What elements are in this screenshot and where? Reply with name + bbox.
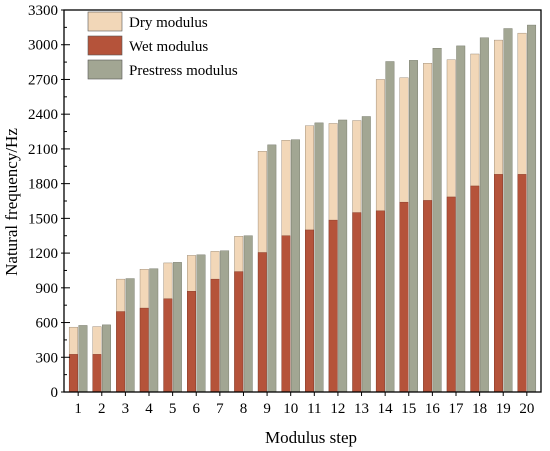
bar-wet-modulus	[470, 185, 480, 393]
legend-label: Dry modulus	[129, 15, 208, 31]
x-tick-label: 6	[192, 401, 200, 417]
bar-prestress-modulus	[409, 60, 418, 393]
bar-prestress-modulus	[220, 250, 230, 393]
bar-wet-modulus	[187, 291, 196, 393]
y-tick-label: 2400	[28, 107, 58, 123]
x-tick-label: 19	[496, 401, 511, 417]
bar-wet-modulus	[305, 229, 315, 393]
bar-wet-modulus	[494, 174, 503, 393]
bars-layer	[68, 24, 537, 393]
x-tick-label: 7	[216, 401, 224, 417]
y-tick-label: 300	[36, 350, 59, 366]
bar-wet-modulus	[163, 298, 173, 393]
x-tick-label: 8	[240, 401, 248, 417]
y-tick-label: 2100	[28, 142, 58, 158]
axes-layer: 0300600900120015001800210024002700300033…	[28, 3, 542, 417]
bar-prestress-modulus	[267, 144, 277, 393]
bar-wet-modulus	[375, 210, 385, 393]
x-tick-label: 13	[354, 401, 369, 417]
bar-wet-modulus	[68, 354, 78, 393]
bar-prestress-modulus	[479, 37, 489, 393]
bar-wet-modulus	[257, 252, 267, 393]
bar-prestress-modulus	[196, 254, 206, 393]
bar-prestress-modulus	[102, 324, 111, 393]
bar-wet-modulus	[446, 196, 456, 393]
bar-prestress-modulus	[172, 262, 182, 393]
x-tick-label: 17	[448, 401, 464, 417]
x-tick-label: 16	[425, 401, 441, 417]
bar-prestress-modulus	[361, 116, 371, 393]
bar-prestress-modulus	[456, 45, 466, 393]
bar-prestress-modulus	[290, 139, 300, 393]
y-axis-title: Natural frequency/Hz	[2, 128, 21, 276]
x-tick-label: 10	[283, 401, 298, 417]
x-tick-label: 11	[307, 401, 321, 417]
x-tick-label: 5	[169, 401, 177, 417]
bar-wet-modulus	[139, 307, 149, 393]
y-tick-label: 1800	[28, 177, 58, 193]
y-tick-label: 900	[36, 281, 59, 297]
bar-wet-modulus	[517, 174, 527, 393]
bar-wet-modulus	[281, 235, 291, 393]
bar-prestress-modulus	[149, 268, 159, 393]
bar-wet-modulus	[116, 311, 126, 393]
bar-wet-modulus	[399, 201, 409, 393]
x-tick-label: 2	[98, 401, 106, 417]
y-tick-label: 3300	[28, 3, 58, 19]
bar-wet-modulus	[210, 278, 220, 393]
bar-prestress-modulus	[125, 278, 135, 393]
x-tick-label: 3	[122, 401, 130, 417]
x-tick-label: 15	[401, 401, 416, 417]
bar-prestress-modulus	[243, 235, 253, 393]
x-tick-label: 18	[472, 401, 487, 417]
bar-prestress-modulus	[432, 48, 442, 393]
bar-prestress-modulus	[338, 119, 348, 393]
bar-prestress-modulus	[503, 28, 513, 393]
bar-prestress-modulus	[78, 325, 88, 393]
bar-prestress-modulus	[385, 61, 395, 393]
bar-wet-modulus	[328, 219, 338, 393]
bar-wet-modulus	[423, 200, 433, 393]
legend-swatch	[87, 59, 123, 80]
x-tick-label: 1	[74, 401, 82, 417]
x-axis-title: Modulus step	[265, 428, 357, 447]
bar-wet-modulus	[92, 354, 102, 393]
legend-swatch	[87, 11, 123, 32]
y-tick-label: 3000	[28, 38, 58, 54]
x-tick-label: 20	[519, 401, 534, 417]
y-tick-label: 600	[36, 316, 59, 332]
x-tick-label: 12	[330, 401, 345, 417]
y-tick-label: 0	[51, 385, 59, 401]
x-tick-label: 9	[263, 401, 271, 417]
y-tick-label: 1500	[28, 211, 58, 227]
bar-wet-modulus	[234, 271, 244, 393]
legend-label: Prestress modulus	[129, 63, 238, 79]
y-tick-label: 2700	[28, 72, 58, 88]
x-tick-label: 14	[378, 401, 394, 417]
bar-prestress-modulus	[527, 24, 537, 393]
bar-prestress-modulus	[314, 122, 324, 393]
legend-swatch	[87, 35, 123, 56]
legend-label: Wet modulus	[129, 39, 208, 55]
x-tick-label: 4	[145, 401, 153, 417]
y-tick-label: 1200	[28, 246, 58, 262]
bar-wet-modulus	[352, 212, 362, 393]
legend: Dry modulus Wet modulus Prestress modulus	[87, 11, 238, 80]
